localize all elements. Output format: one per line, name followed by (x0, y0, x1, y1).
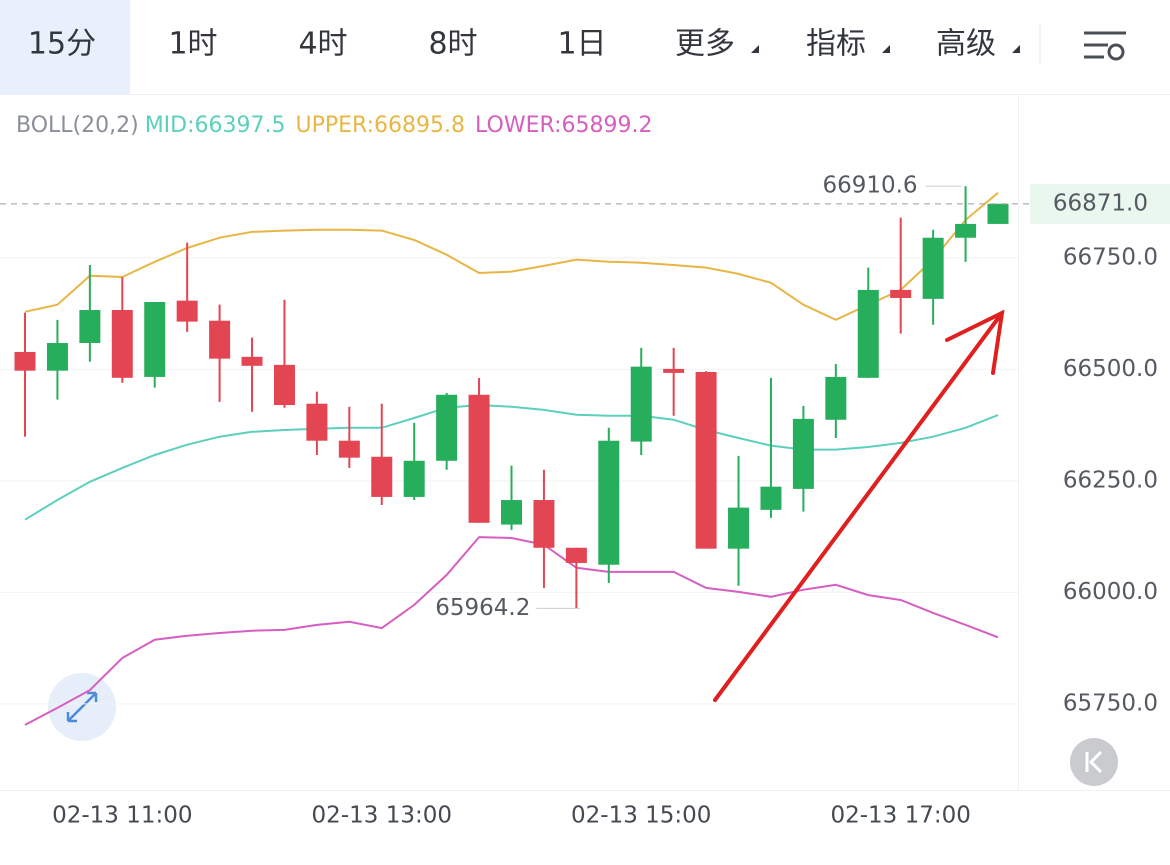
tab[interactable]: 高级 (936, 27, 996, 62)
tab[interactable]: 1时 (168, 27, 217, 62)
y-tick-label: 65750.0 (1063, 690, 1158, 716)
candle-body (111, 310, 133, 378)
candle-body (728, 507, 750, 549)
candle-body (468, 394, 490, 523)
candle-body (14, 351, 36, 371)
settings-icon[interactable] (1084, 31, 1126, 61)
plot: 65750.0 66000.0 66250.0 66500.0 66750.0 02-13… (0, 173, 1170, 829)
candle-body (663, 368, 685, 373)
boll-line (24, 536, 999, 726)
candle-body (209, 320, 231, 359)
indicator-name: BOLL(20,2) (16, 113, 139, 138)
tab[interactable]: 8时 (428, 27, 477, 62)
candle-body (630, 366, 652, 442)
candle-body (371, 456, 393, 497)
tab[interactable]: 15分 (28, 27, 96, 62)
tab[interactable]: 更多 (675, 27, 735, 62)
y-tick-label: 66250.0 (1063, 467, 1158, 493)
dropdown-caret (751, 45, 759, 53)
boll-line (24, 192, 999, 321)
candle-body (825, 376, 847, 420)
scroll-end-button[interactable] (1070, 738, 1118, 786)
candle-body (695, 372, 717, 549)
scroll-end-icon (1085, 750, 1103, 774)
candle-body (598, 440, 620, 565)
candle-body (436, 394, 458, 461)
candle-body (792, 418, 814, 489)
active-tab-bg (0, 0, 130, 94)
last-price-bg (1030, 183, 1170, 224)
candle-body (273, 364, 295, 406)
candle-body (176, 300, 198, 322)
tab[interactable]: 指标 (806, 27, 866, 62)
y-tick-label: 66500.0 (1063, 356, 1158, 382)
candle-body (565, 547, 587, 563)
max-label: 66910.6 (822, 173, 917, 199)
min-label: 65964.2 (435, 595, 530, 621)
legend-mid: MID:66397.5 (145, 113, 286, 138)
x-tick-label: 02-13 11:00 (52, 803, 192, 829)
candle-body (922, 237, 944, 299)
boll-line (24, 403, 999, 521)
candle-body (857, 289, 879, 378)
legend-lower: LOWER:65899.2 (475, 113, 652, 138)
candle-body (987, 203, 1009, 224)
candle-body (890, 289, 912, 298)
boll-header: BOLL(20,2) MID:66397.5 UPPER:66895.8 LOWER:… (16, 113, 653, 138)
trend-arrow (713, 309, 1005, 702)
legend-upper: UPPER:66895.8 (296, 113, 466, 138)
candle-body (79, 310, 101, 344)
candle-body (533, 500, 555, 548)
y-tick-label: 66750.0 (1063, 244, 1158, 270)
x-tick-label: 02-13 17:00 (830, 803, 970, 829)
candle-body (403, 460, 425, 497)
dropdown-caret (882, 45, 890, 53)
expand-icon (66, 691, 98, 723)
candle-body (501, 500, 522, 525)
y-tick-label: 66000.0 (1063, 579, 1158, 605)
x-tick-label: 02-13 15:00 (571, 803, 711, 829)
x-tick-label: 02-13 13:00 (312, 803, 452, 829)
candle-body (306, 403, 328, 441)
candle-body (46, 343, 68, 371)
candle-body (760, 486, 782, 510)
candle-body (241, 356, 263, 366)
candle-body (955, 223, 977, 238)
dropdown-caret (1012, 45, 1020, 53)
candle-body (338, 440, 360, 458)
candle-body (144, 301, 166, 377)
last-price-label: 66871.0 (1053, 190, 1148, 216)
tab[interactable]: 1日 (557, 27, 606, 62)
tab[interactable]: 4时 (298, 27, 347, 62)
